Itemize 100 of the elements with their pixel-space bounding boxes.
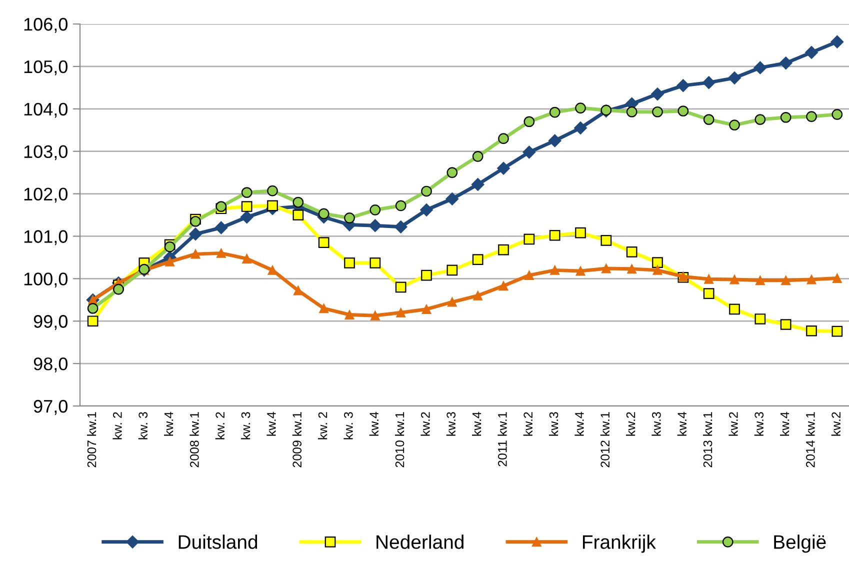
x-tick-label: 2010 kw.1 — [395, 412, 404, 468]
point — [189, 228, 202, 241]
point — [780, 112, 792, 123]
point — [728, 71, 741, 84]
y-tick-label: 104,0 — [24, 102, 68, 118]
y-tick-label: 98,0 — [34, 357, 68, 372]
point — [473, 290, 483, 300]
x-tick-label: kw. 2 — [215, 412, 224, 440]
point — [216, 201, 227, 212]
x-tick-label: kw.2 — [728, 412, 738, 436]
legend-label: Nederland — [376, 534, 464, 549]
x-tick-label: 2008 kw.1 — [190, 412, 199, 468]
point — [497, 162, 510, 175]
legend-label: Frankrijk — [582, 534, 656, 553]
point — [319, 304, 329, 314]
point — [370, 204, 381, 216]
x-tick-label: kw.4 — [369, 412, 378, 436]
legend-label: Duitsland — [178, 534, 258, 549]
point — [267, 185, 278, 196]
point — [370, 310, 380, 320]
point — [241, 201, 252, 212]
x-tick-label: 2007 kw.1 — [87, 412, 96, 468]
x-tick-label: kw.2 — [626, 412, 636, 436]
point — [498, 281, 508, 291]
x-tick-label: 2013 kw.1 — [703, 412, 712, 468]
x-tick-label: kw. 3 — [138, 412, 148, 440]
x-tick-label: kw. 3 — [241, 412, 250, 440]
point — [652, 106, 663, 118]
point — [446, 167, 458, 178]
point — [781, 276, 791, 286]
point — [394, 220, 408, 234]
point — [550, 265, 560, 275]
point — [832, 274, 842, 283]
point — [524, 116, 535, 128]
point — [472, 151, 484, 162]
point — [344, 212, 355, 224]
point — [395, 282, 406, 293]
point — [806, 325, 817, 336]
y-tick-label: 106,0 — [24, 18, 68, 33]
x-tick-label: 2011 kw.1 — [498, 412, 507, 466]
x-tick-label: kw.4 — [780, 412, 790, 436]
point — [113, 284, 124, 295]
point — [549, 230, 560, 241]
point — [704, 274, 714, 284]
point — [780, 319, 792, 330]
point — [498, 133, 509, 144]
point — [678, 106, 689, 116]
point — [472, 254, 484, 265]
point — [626, 106, 638, 118]
point — [524, 270, 534, 280]
point — [268, 265, 278, 275]
point — [190, 249, 200, 259]
point — [730, 274, 740, 284]
y-tick-label: 103,0 — [24, 145, 68, 160]
point — [548, 134, 562, 148]
x-tick-label: kw.3 — [754, 412, 764, 436]
point — [806, 111, 817, 122]
point — [754, 61, 767, 74]
x-tick-label: kw. 2 — [112, 412, 122, 440]
point — [524, 234, 535, 245]
point — [549, 106, 560, 118]
point — [574, 122, 587, 134]
point — [703, 114, 714, 125]
point — [241, 187, 252, 198]
point — [600, 235, 612, 246]
point — [702, 76, 716, 90]
point — [806, 274, 816, 284]
x-tick-label: kw. 3 — [344, 412, 353, 440]
point — [292, 210, 304, 220]
point — [267, 200, 278, 212]
point — [832, 326, 843, 337]
x-tick-label: kw.4 — [472, 412, 482, 436]
x-tick-label: 2014 kw.1 — [806, 412, 815, 468]
x-tick-label: kw. 2 — [318, 412, 328, 440]
point — [576, 266, 586, 276]
point — [652, 257, 663, 268]
legend-label: België — [774, 534, 826, 553]
x-tick-label: 2012 kw.1 — [600, 412, 610, 468]
point — [676, 79, 690, 92]
point — [729, 304, 740, 315]
point — [729, 120, 740, 130]
point — [703, 288, 714, 299]
point — [626, 246, 638, 258]
point — [214, 221, 228, 234]
point — [754, 314, 766, 324]
point — [779, 56, 792, 70]
y-tick-label: 102,0 — [24, 188, 68, 203]
point — [370, 258, 381, 268]
point — [446, 264, 458, 276]
point — [318, 208, 330, 220]
x-tick-label: kw.2 — [831, 412, 840, 436]
point — [344, 258, 355, 268]
point — [242, 254, 252, 264]
point — [422, 304, 432, 314]
point — [471, 178, 484, 191]
x-tick-label: kw.2 — [523, 412, 532, 436]
point — [754, 114, 766, 125]
y-tick-label: 97,0 — [34, 400, 68, 415]
point — [805, 46, 818, 59]
point — [575, 102, 586, 114]
